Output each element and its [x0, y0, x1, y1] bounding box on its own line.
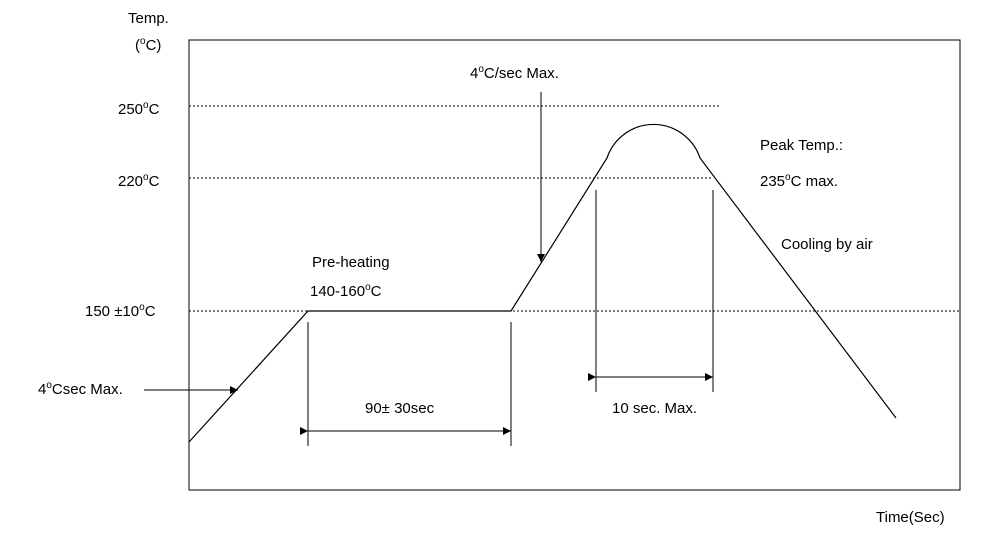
level-label-150: 150 ±10oC — [85, 302, 156, 320]
profile-curve — [188, 123, 897, 443]
ramp1-label: 4oCsec Max. — [38, 380, 123, 398]
peak-title: Peak Temp.: — [760, 137, 843, 154]
plot-frame — [188, 39, 961, 491]
level-label-250: 250oC — [118, 100, 160, 118]
y-axis-unit: (oC) — [135, 36, 161, 54]
ramp2-label: 4oC/sec Max. — [470, 64, 559, 82]
level-label-220: 220oC — [118, 172, 160, 190]
preheat-range: 140-160oC — [310, 282, 382, 300]
y-axis-title: Temp. — [128, 10, 169, 27]
preheat-title: Pre-heating — [312, 254, 390, 271]
peak-value: 235oC max. — [760, 172, 838, 190]
cooling-label: Cooling by air — [781, 236, 873, 253]
preheat-duration-label: 90± 30sec — [365, 400, 435, 417]
x-axis-title: Time(Sec) — [876, 509, 945, 526]
peak-duration-label: 10 sec. Max. — [612, 400, 697, 417]
